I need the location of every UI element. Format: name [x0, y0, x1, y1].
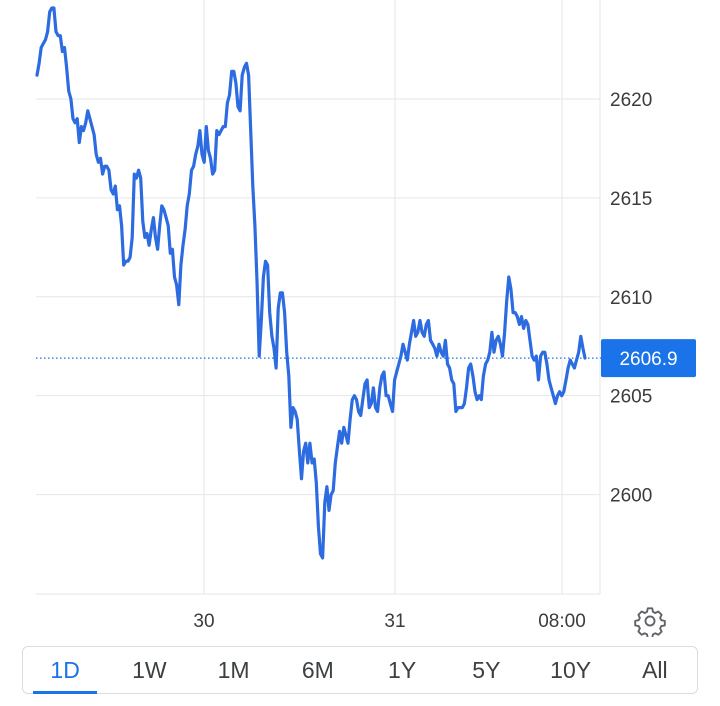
- range-tab-5y[interactable]: 5Y: [472, 656, 501, 683]
- current-price-tag-bg: [601, 339, 696, 378]
- range-tab-1w[interactable]: 1W: [132, 656, 167, 683]
- y-tick-label: 2600: [610, 486, 652, 507]
- range-tab-1m[interactable]: 1M: [217, 656, 250, 683]
- chart-axes: 2600 2605 2610 2615 2620 30 31 08:00: [193, 90, 652, 632]
- current-price-label: 2606.9: [619, 349, 677, 370]
- x-tick-label: 30: [193, 611, 214, 632]
- price-chart: 2600 2605 2610 2615 2620 30 31 08:00 2606.9: [35, 0, 696, 632]
- range-tab-all[interactable]: All: [642, 656, 668, 683]
- range-tab-1d[interactable]: 1D: [23, 647, 107, 694]
- y-tick-label: 2620: [610, 90, 652, 111]
- x-tick-label: 31: [384, 611, 405, 632]
- time-range-selector: 1D 1W 1M 6M 1Y 5Y 10Y All: [22, 646, 698, 694]
- gear-icon[interactable]: [634, 605, 666, 639]
- y-tick-label: 2610: [610, 288, 652, 309]
- range-tab-1y[interactable]: 1Y: [388, 656, 417, 683]
- range-tab-10y[interactable]: 10Y: [550, 656, 592, 683]
- y-tick-label: 2605: [610, 387, 652, 408]
- current-price-tag: 2606.9: [601, 339, 696, 378]
- price-line: [35, 6, 587, 560]
- y-tick-label: 2615: [610, 189, 652, 210]
- x-tick-label: 08:00: [538, 611, 586, 632]
- range-tab-6m[interactable]: 6M: [301, 656, 334, 683]
- chart-grid: [36, 0, 601, 595]
